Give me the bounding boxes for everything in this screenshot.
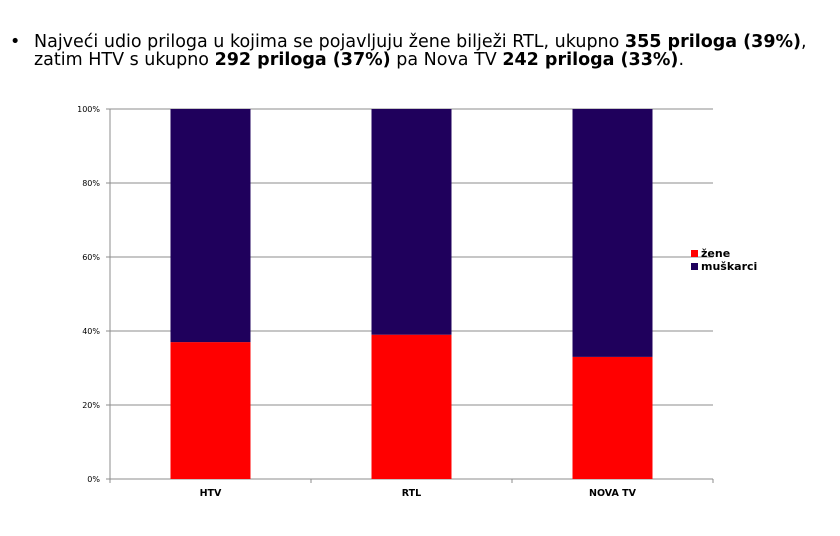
bar-segment [170, 342, 251, 479]
line2-post: . [678, 50, 685, 70]
y-tick-label: 40% [82, 327, 100, 336]
y-tick-label: 20% [82, 401, 100, 410]
line2-bold2: 242 priloga (33%) [502, 50, 679, 70]
y-tick-label: 0% [87, 475, 100, 484]
x-category-label: NOVA TV [589, 488, 637, 499]
legend-label-muskarci: muškarci [701, 260, 758, 273]
x-category-label: HTV [200, 488, 222, 499]
legend-swatch-muskarci [691, 263, 698, 270]
line1-bold: 355 priloga (39%) [624, 32, 802, 52]
x-category-label: RTL [402, 488, 421, 499]
legend-item-zene: žene [691, 247, 757, 260]
legend-item-muskarci: muškarci [691, 260, 757, 273]
bar-segment [170, 109, 251, 343]
bar-segment [572, 356, 653, 479]
line1-post: , [801, 32, 807, 52]
line1-pre: Najveći udio priloga u kojima se pojavlj… [34, 32, 625, 52]
bullet-text: Najveći udio priloga u kojima se pojavlj… [34, 33, 830, 69]
legend-swatch-zene [691, 250, 698, 257]
bar-segment [371, 334, 452, 479]
legend-label-zene: žene [701, 247, 731, 260]
y-tick-label: 60% [82, 253, 100, 262]
bar-segment [371, 109, 452, 335]
y-tick-label: 80% [82, 179, 100, 188]
bullet-paragraph: • Najveći udio priloga u kojima se pojav… [10, 33, 830, 69]
line2-mid: pa Nova TV [390, 50, 503, 70]
bar-segment [572, 109, 653, 357]
line2-pre: zatim HTV s ukupno [34, 50, 215, 70]
line2-bold1: 292 priloga (37%) [214, 50, 391, 70]
y-tick-label: 100% [77, 105, 100, 114]
chart-legend: žene muškarci [691, 247, 757, 273]
bullet-symbol: • [10, 32, 21, 52]
